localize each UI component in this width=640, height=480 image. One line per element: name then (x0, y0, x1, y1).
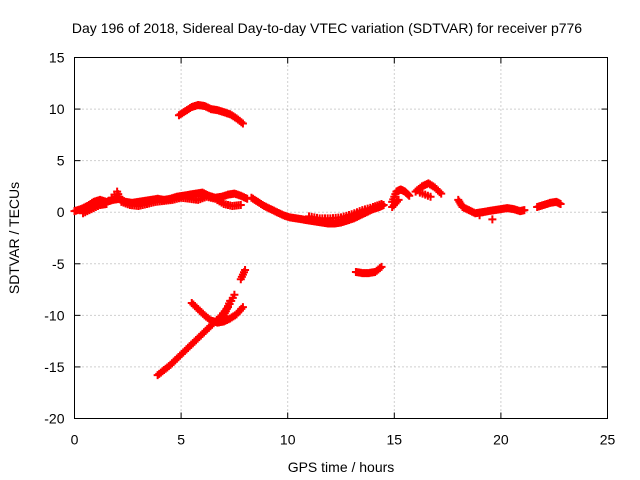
x-tick-label: 5 (177, 432, 185, 448)
data-point (404, 190, 413, 199)
series-arc-high (174, 100, 247, 128)
data-point (520, 206, 529, 215)
data-point (238, 119, 247, 128)
data-point (230, 290, 239, 299)
data-point (556, 199, 565, 208)
data-point (241, 265, 250, 274)
series-arc-low-2 (187, 296, 247, 327)
series-arc-late-2 (411, 179, 446, 201)
data-point (394, 195, 403, 204)
grid (74, 57, 608, 419)
series-arc-mid-lower (305, 199, 386, 223)
series-arc-small (351, 262, 386, 278)
x-tick-label: 15 (387, 432, 403, 448)
x-axis-label: GPS time / hours (288, 459, 395, 475)
series-arc-mid (247, 193, 388, 228)
y-tick-label: 15 (49, 50, 65, 66)
x-tick-label: 10 (280, 432, 296, 448)
series-arc-late-1 (388, 185, 414, 212)
y-axis-label: SDTVAR / TECUs (6, 182, 22, 294)
data-point (488, 215, 497, 224)
plot-frame (74, 57, 608, 419)
x-tick-label: 25 (600, 432, 616, 448)
data-point (238, 303, 247, 312)
x-tick-label: 20 (493, 432, 509, 448)
y-tick-label: -5 (52, 256, 65, 272)
data-point (237, 118, 246, 127)
series-arc-late-3 (454, 195, 529, 224)
data-point (405, 191, 414, 200)
series-arc-low-1 (153, 265, 250, 380)
data-point (375, 264, 384, 273)
series-arc-late-4 (533, 197, 565, 212)
data-point (475, 211, 484, 220)
y-tick-label: -20 (44, 411, 64, 427)
x-tick-label: 0 (71, 432, 79, 448)
data-point (236, 200, 245, 209)
axis-ticks: 0 5 10 15 20 25 -20 -15 -10 -5 0 5 10 15 (44, 50, 615, 448)
data-point (377, 262, 386, 271)
data-point (426, 192, 435, 201)
data-point (377, 199, 386, 208)
y-tick-label: 5 (57, 153, 65, 169)
y-tick-label: -10 (44, 307, 64, 323)
data-point (435, 188, 444, 197)
y-tick-label: -15 (44, 359, 64, 375)
data-point (226, 296, 235, 305)
data-point (437, 189, 446, 198)
y-tick-label: 10 (49, 101, 65, 117)
series-arc-main-2 (79, 187, 245, 218)
y-tick-label: 0 (57, 204, 65, 220)
data-points (70, 100, 565, 380)
chart-title: Day 196 of 2018, Sidereal Day-to-day VTE… (72, 20, 582, 36)
